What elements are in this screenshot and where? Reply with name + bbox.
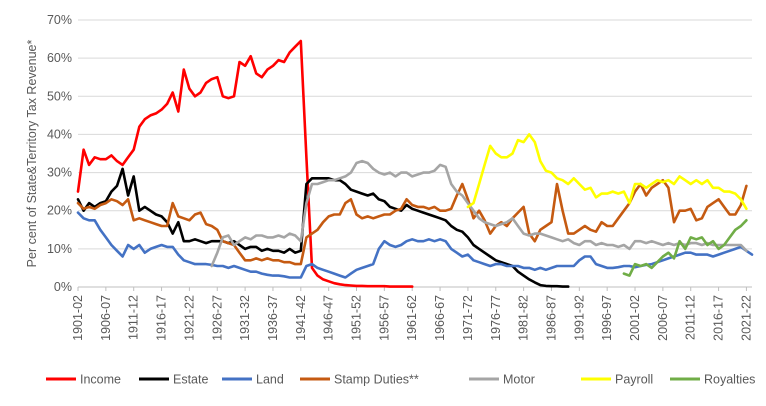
- x-tick-label: 1931-32: [238, 295, 252, 341]
- legend: Income Estate Land Stamp Duties** Motor Payro…: [46, 373, 755, 387]
- x-tick-label: 2006-07: [656, 295, 670, 341]
- legend-label-income: Income: [80, 373, 121, 387]
- x-tick-label: 2011-12: [684, 295, 698, 340]
- series-line-income: [76, 39, 414, 288]
- x-tick-label: 1981-82: [517, 295, 531, 341]
- y-tick-label: 0%: [54, 280, 72, 294]
- x-tick-label: 1996-97: [600, 295, 614, 341]
- x-tick-label: 1956-57: [377, 295, 391, 341]
- x-tick-label: 1946-47: [322, 295, 336, 341]
- series-lines: [76, 39, 754, 288]
- x-tick-label: 1936-37: [266, 295, 280, 341]
- y-tick-label: 30%: [47, 166, 72, 180]
- x-tick-label: 1941-42: [294, 295, 308, 341]
- legend-label-land: Land: [256, 373, 284, 387]
- series-line-motor: [210, 159, 748, 268]
- legend-label-royalties: Royalties: [704, 373, 755, 387]
- x-tick-labels: 1901-02 1906-07 1911-12 1916-17 1921-22 1926-…: [71, 295, 753, 341]
- y-tick-label: 50%: [47, 89, 72, 103]
- x-tick-label: 1921-22: [182, 295, 196, 341]
- y-axis-title: Per cent of State&Territory Tax Revenue*: [25, 40, 39, 268]
- x-tick-label: 1951-52: [350, 295, 364, 341]
- x-tick-label: 1911-12: [127, 295, 141, 340]
- series-line-stamp-duties: [76, 178, 748, 266]
- y-tick-labels: 0% 10% 20% 30% 40% 50% 60% 70%: [47, 13, 72, 294]
- x-tick-label: 1976-77: [489, 295, 503, 341]
- x-tick-label: 1961-62: [405, 295, 419, 341]
- legend-label-stamp-duties: Stamp Duties**: [334, 373, 419, 387]
- gridlines: [78, 19, 752, 250]
- legend-label-motor: Motor: [503, 373, 535, 387]
- y-tick-label: 60%: [47, 51, 72, 65]
- series-line-estate: [76, 167, 570, 288]
- series-line-payroll: [466, 133, 748, 211]
- x-tick-label: 1991-92: [572, 295, 586, 341]
- x-tick-label: 1901-02: [71, 295, 85, 341]
- y-tick-label: 70%: [47, 13, 72, 27]
- x-tick-label: 2021-22: [739, 295, 753, 341]
- y-tick-label: 40%: [47, 127, 72, 141]
- x-tick-label: 1926-27: [210, 295, 224, 341]
- x-tick-label: 1966-67: [433, 295, 447, 341]
- x-tick-label: 1916-17: [155, 295, 169, 341]
- x-tick-label: 2016-17: [712, 295, 726, 341]
- y-tick-label: 10%: [47, 242, 72, 256]
- y-tick-label: 20%: [47, 204, 72, 218]
- x-tick-label: 2001-02: [628, 295, 642, 341]
- legend-label-payroll: Payroll: [615, 373, 653, 387]
- x-tick-label: 1971-72: [461, 295, 475, 341]
- series-line-royalties: [622, 219, 748, 277]
- x-tick-label: 1906-07: [99, 295, 113, 341]
- x-tick-label: 1986-87: [544, 295, 558, 341]
- legend-label-estate: Estate: [173, 373, 208, 387]
- axes: [77, 286, 752, 291]
